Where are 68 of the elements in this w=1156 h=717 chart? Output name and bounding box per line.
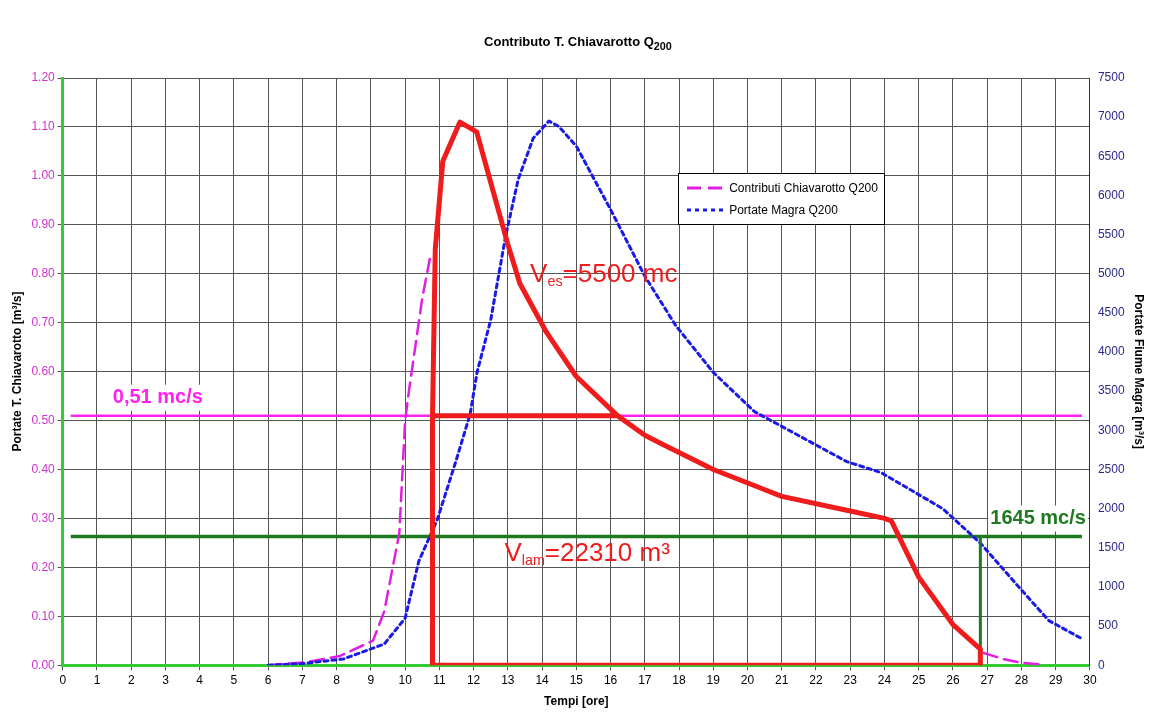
y2-tick-label: 5000 [1097, 266, 1125, 281]
y2-tick-label: 7000 [1097, 109, 1125, 124]
x-tick-label: 27 [980, 672, 995, 687]
y-tick-label: 0.60 [31, 363, 56, 378]
x-tick-label: 23 [843, 672, 858, 687]
x-tick-label: 24 [877, 672, 892, 687]
x-tick-label: 29 [1048, 672, 1063, 687]
y-tick-label: 0.40 [31, 461, 56, 476]
chart-title: Contributo T. Chiavarotto Q$_{200}$ [483, 34, 673, 52]
x-tick-label: 15 [569, 672, 584, 687]
x-tick-label: 16 [603, 672, 618, 687]
x-tick-label: 10 [398, 672, 413, 687]
x-tick-label: 2 [127, 672, 135, 687]
y-tick-label: 0.80 [31, 266, 56, 281]
x-tick-label: 12 [466, 672, 481, 687]
x-tick-label: 18 [672, 672, 687, 687]
y-tick-label: 1.00 [31, 168, 56, 183]
x-axis-title: Tempi [ore] [544, 694, 609, 709]
y2-tick-label: 6000 [1097, 187, 1125, 202]
legend-label: Contributi Chiavarotto Q200 [729, 181, 878, 195]
y-tick-label: 0.30 [31, 510, 56, 525]
y2-tick-label: 6500 [1097, 148, 1125, 163]
x-tick-label: 19 [706, 672, 721, 687]
y2-tick-label: 0 [1097, 657, 1105, 672]
y2-tick-label: 4500 [1097, 305, 1125, 320]
x-tick-label: 20 [740, 672, 755, 687]
y-tick-label: 0.90 [31, 217, 56, 232]
y2-tick-label: 1000 [1097, 579, 1125, 594]
y2-tick-label: 2000 [1097, 500, 1125, 515]
x-tick-label: 7 [299, 672, 307, 687]
x-tick-label: 26 [946, 672, 960, 687]
x-tick-label: 6 [264, 672, 272, 687]
y2-tick-label: 500 [1097, 618, 1119, 633]
ref-line-label: 1645 mc/s [990, 505, 1086, 528]
x-tick-label: 0 [59, 672, 67, 687]
y-tick-label: 1.10 [31, 119, 56, 134]
y-tick-label: 0.20 [31, 559, 56, 574]
y-tick-label: 0.10 [31, 608, 56, 623]
y2-tick-label: 2500 [1097, 461, 1125, 476]
x-tick-label: 3 [162, 672, 170, 687]
y-tick-label: 0.70 [31, 314, 56, 329]
y2-tick-label: 5500 [1097, 226, 1125, 241]
y-tick-label: 1.20 [31, 70, 56, 85]
x-tick-label: 21 [775, 672, 789, 687]
x-tick-label: 13 [501, 672, 515, 687]
x-tick-label: 11 [433, 672, 446, 687]
x-tick-label: 30 [1083, 672, 1097, 687]
x-tick-label: 22 [809, 672, 823, 687]
x-tick-label: 17 [638, 672, 652, 687]
x-tick-label: 28 [1014, 672, 1029, 687]
ref-line-label: 0,51 mc/s [112, 385, 203, 408]
y2-tick-label: 3000 [1097, 422, 1125, 437]
y2-tick-label: 4000 [1097, 344, 1125, 359]
y-tick-label: 0.50 [31, 412, 56, 427]
x-tick-label: 8 [333, 672, 341, 687]
y2-tick-label: 1500 [1097, 540, 1125, 555]
y-tick-label: 0.00 [31, 657, 56, 672]
y2-axis-title: Portate Fiume Magra [m³/s] [1132, 294, 1147, 449]
legend-label: Portate Magra Q200 [729, 203, 838, 217]
x-tick-label: 9 [367, 672, 375, 687]
x-tick-label: 1 [93, 672, 101, 687]
x-tick-label: 14 [535, 672, 550, 687]
y2-tick-label: 7500 [1097, 70, 1125, 85]
x-tick-label: 25 [912, 672, 926, 687]
y2-tick-label: 3500 [1097, 383, 1125, 398]
x-tick-label: 4 [196, 672, 204, 687]
y-axis-title: Portate T. Chiavarotto [m³/s] [9, 291, 24, 452]
x-tick-label: 5 [230, 672, 238, 687]
